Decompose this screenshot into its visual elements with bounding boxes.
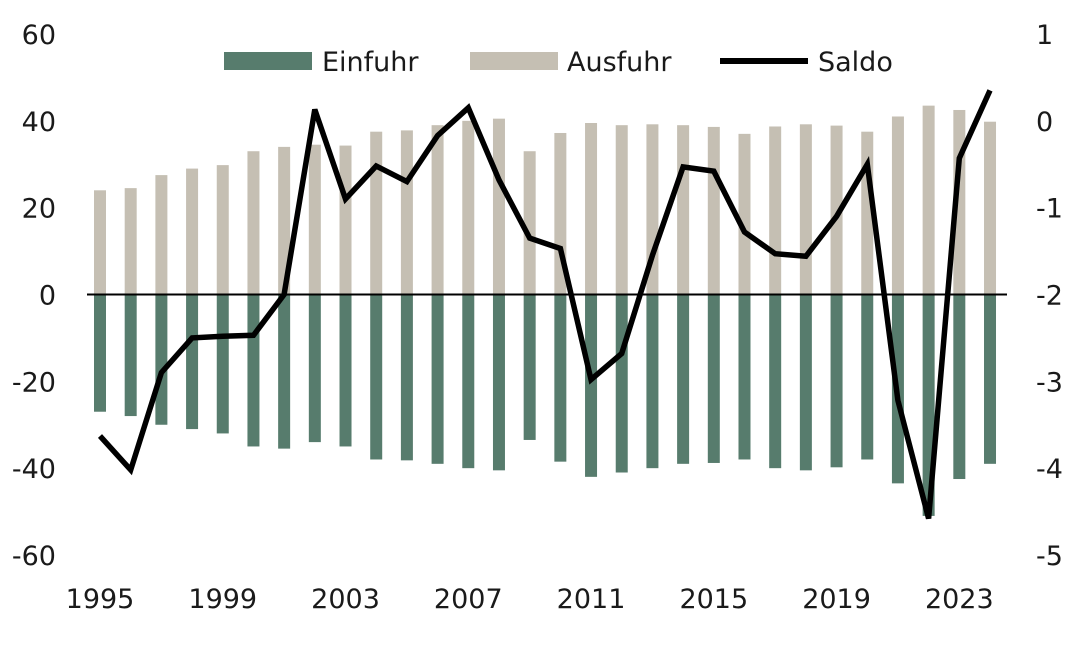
bar-einfuhr-2023 xyxy=(953,294,966,480)
bar-einfuhr-1996 xyxy=(124,294,137,417)
right-tick-label: 1 xyxy=(1036,20,1053,51)
bar-ausfuhr-2001 xyxy=(278,146,291,295)
bar-einfuhr-2002 xyxy=(308,294,321,443)
left-tick-label: -60 xyxy=(12,541,56,572)
right-tick-label: -4 xyxy=(1036,454,1063,485)
bar-ausfuhr-2018 xyxy=(799,124,812,295)
bar-einfuhr-1998 xyxy=(186,294,199,430)
x-tick-label: 2007 xyxy=(434,584,503,615)
bar-einfuhr-2004 xyxy=(370,294,383,460)
left-tick-label: -40 xyxy=(12,454,56,485)
bar-ausfuhr-2021 xyxy=(891,116,904,295)
bar-ausfuhr-1997 xyxy=(155,175,168,295)
bar-ausfuhr-2014 xyxy=(677,125,690,295)
bar-einfuhr-2011 xyxy=(585,294,598,477)
x-tick-label: 2011 xyxy=(557,584,626,615)
x-tick-label: 2003 xyxy=(311,584,380,615)
bar-ausfuhr-2006 xyxy=(431,125,444,295)
bar-einfuhr-2013 xyxy=(646,294,659,469)
bar-einfuhr-2005 xyxy=(400,294,413,461)
bar-einfuhr-2019 xyxy=(830,294,843,468)
bar-einfuhr-2010 xyxy=(554,294,567,462)
bar-einfuhr-2003 xyxy=(339,294,352,447)
x-tick-label: 2023 xyxy=(925,584,994,615)
right-tick-label: -2 xyxy=(1036,281,1063,312)
left-tick-label: 0 xyxy=(39,281,56,312)
bar-einfuhr-1999 xyxy=(216,294,229,434)
left-tick-label: -20 xyxy=(12,367,56,398)
bar-einfuhr-2006 xyxy=(431,294,444,464)
legend-swatch-einfuhr xyxy=(224,52,312,70)
x-tick-label: 1999 xyxy=(188,584,257,615)
bar-einfuhr-1995 xyxy=(94,294,106,412)
bar-einfuhr-2014 xyxy=(677,294,690,464)
bar-einfuhr-2015 xyxy=(707,294,720,463)
bar-einfuhr-2008 xyxy=(492,294,505,471)
bar-ausfuhr-2022 xyxy=(922,105,935,295)
bar-einfuhr-2020 xyxy=(861,294,874,460)
legend-label-ausfuhr: Ausfuhr xyxy=(567,47,672,78)
bars-layer xyxy=(94,105,997,516)
bar-ausfuhr-1998 xyxy=(186,168,199,295)
legend-label-saldo: Saldo xyxy=(818,47,893,78)
saldo-line xyxy=(97,89,993,520)
bar-ausfuhr-1995 xyxy=(94,190,106,295)
left-tick-label: 60 xyxy=(22,20,56,51)
bar-ausfuhr-2008 xyxy=(492,118,505,295)
bar-ausfuhr-2019 xyxy=(830,125,843,295)
bar-ausfuhr-2017 xyxy=(769,126,782,295)
bar-einfuhr-2009 xyxy=(523,294,536,440)
bar-einfuhr-2017 xyxy=(769,294,782,469)
bar-einfuhr-2024 xyxy=(984,294,997,464)
right-tick-label: 0 xyxy=(1036,107,1053,138)
right-tick-label: -5 xyxy=(1036,541,1063,572)
right-axis-ticks: -5 -4 -3 -2 -1 0 1 xyxy=(1036,20,1063,572)
bar-ausfuhr-2009 xyxy=(523,151,536,295)
bar-ausfuhr-2002 xyxy=(308,144,321,295)
left-axis-ticks: -60 -40 -20 0 20 40 60 xyxy=(12,20,56,572)
bar-einfuhr-2012 xyxy=(615,294,628,473)
bar-einfuhr-2001 xyxy=(278,294,291,449)
bar-ausfuhr-2012 xyxy=(615,125,628,295)
bar-ausfuhr-2000 xyxy=(247,151,260,295)
bar-einfuhr-2007 xyxy=(462,294,475,469)
bar-ausfuhr-2024 xyxy=(984,121,997,295)
x-tick-label: 2015 xyxy=(679,584,748,615)
left-tick-label: 20 xyxy=(22,194,56,225)
bar-ausfuhr-2004 xyxy=(370,131,383,295)
right-tick-label: -1 xyxy=(1036,194,1063,225)
bar-ausfuhr-1996 xyxy=(124,188,137,295)
bar-ausfuhr-2011 xyxy=(585,123,598,295)
bar-einfuhr-1997 xyxy=(155,294,168,425)
bar-ausfuhr-1999 xyxy=(216,165,229,295)
bar-ausfuhr-2015 xyxy=(707,126,720,295)
x-axis-ticks: 1995 1999 2003 2007 2011 2015 2019 2023 xyxy=(66,584,994,615)
bar-ausfuhr-2005 xyxy=(400,130,413,295)
legend: Einfuhr Ausfuhr Saldo xyxy=(224,47,893,78)
left-tick-label: 40 xyxy=(22,107,56,138)
legend-swatch-ausfuhr xyxy=(470,52,558,70)
x-tick-label: 1995 xyxy=(66,584,135,615)
legend-label-einfuhr: Einfuhr xyxy=(322,47,419,78)
bar-einfuhr-2000 xyxy=(247,294,260,447)
x-tick-label: 2019 xyxy=(802,584,871,615)
bar-einfuhr-2018 xyxy=(799,294,812,471)
right-tick-label: -3 xyxy=(1036,367,1063,398)
bar-ausfuhr-2016 xyxy=(738,133,751,295)
bar-ausfuhr-2003 xyxy=(339,145,352,295)
bar-ausfuhr-2007 xyxy=(462,120,475,295)
bar-einfuhr-2016 xyxy=(738,294,751,460)
